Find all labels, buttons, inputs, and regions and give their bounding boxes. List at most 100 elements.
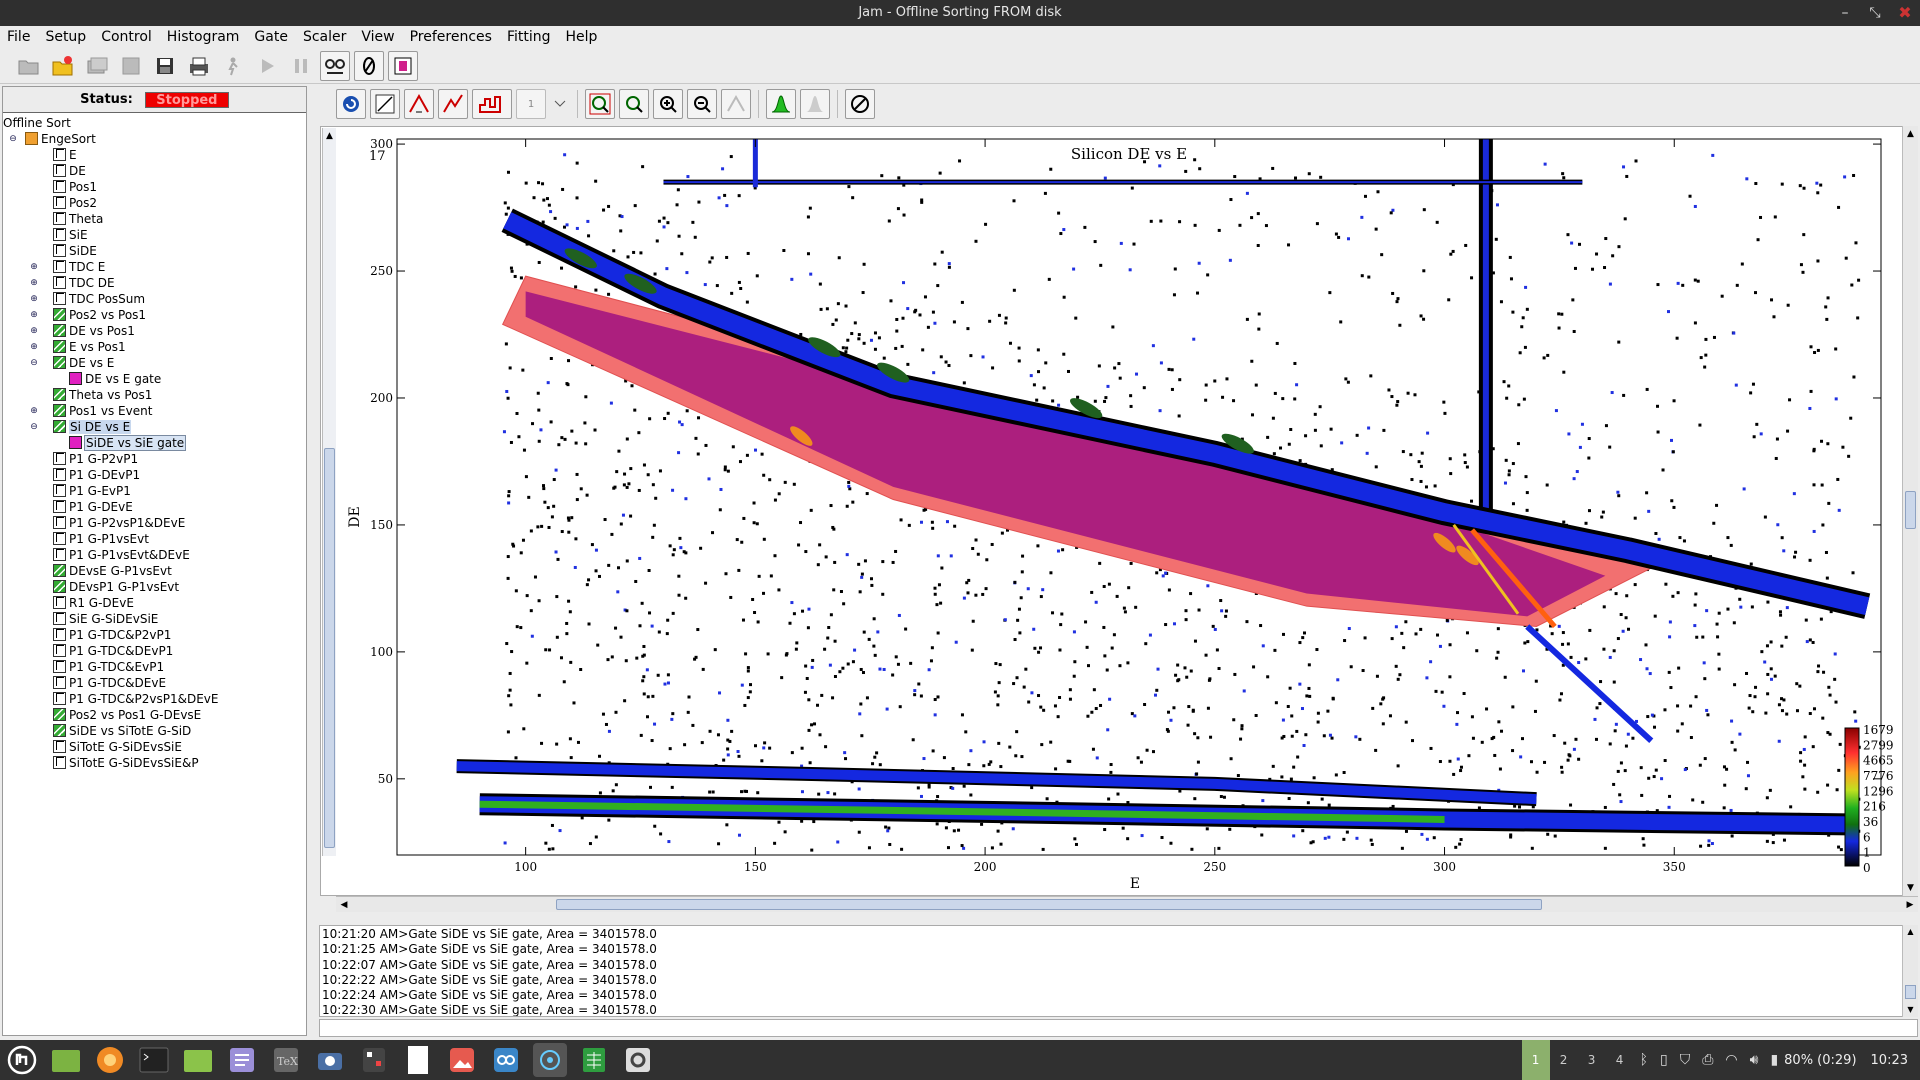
document-icon[interactable] <box>401 1043 435 1077</box>
tree-histogram-item[interactable]: P1 G-P1vsEvt <box>3 531 306 547</box>
tree-gate-item[interactable]: DE vs E gate <box>3 371 306 387</box>
tree-group[interactable]: ⊖ EngeSort <box>3 131 306 147</box>
menu-histogram[interactable]: Histogram <box>166 29 240 45</box>
scroll-right-icon[interactable]: ▶ <box>1906 900 1914 910</box>
tree-histogram-item[interactable]: DEvsP1 G-P1vsEvt <box>3 579 306 595</box>
printer-icon[interactable]: ⎙ <box>1702 1052 1714 1068</box>
heatmap-plot[interactable]: 100 150 200 250 300 3505010015020025030016792… <box>321 127 1905 895</box>
tree-histogram-item[interactable]: ⊕ Pos1 vs Event <box>3 403 306 419</box>
tree-histogram-item[interactable]: P1 G-TDC&EvP1 <box>3 659 306 675</box>
tree-histogram-item[interactable]: SiTotE G-SiDEvsSiE <box>3 739 306 755</box>
console-log[interactable]: 10:21:20 AM>Gate SiDE vs SiE gate, Area … <box>319 925 1906 1017</box>
scroll-up-icon[interactable]: ▲ <box>326 131 333 141</box>
scroll-down-icon[interactable]: ▼ <box>1907 1005 1914 1014</box>
folder-icon[interactable] <box>181 1043 215 1077</box>
workspace-1[interactable]: 1 <box>1521 1040 1550 1080</box>
scroll-up-icon[interactable]: ▲ <box>1907 927 1914 936</box>
tree-histogram-item[interactable]: P1 G-P2vP1 <box>3 451 306 467</box>
tree-histogram-item[interactable]: Theta vs Pos1 <box>3 387 306 403</box>
zero-icon[interactable] <box>354 50 384 81</box>
menu-control[interactable]: Control <box>101 29 152 45</box>
clipboard-icon[interactable]: ▯ <box>1659 1052 1668 1068</box>
overlay-icon[interactable] <box>472 89 512 119</box>
tree-histogram-item[interactable]: P1 G-TDC&DEvP1 <box>3 643 306 659</box>
tree-histogram-item[interactable]: R1 G-DEvE <box>3 595 306 611</box>
chevron-down-icon[interactable] <box>550 89 570 119</box>
menu-help[interactable]: Help <box>565 29 598 45</box>
tree-histogram-item[interactable]: ⊕ TDC E <box>3 259 306 275</box>
tree-histogram-item[interactable]: SiTotE G-SiDEvsSiE&P <box>3 755 306 771</box>
scroll-left-icon[interactable]: ◀ <box>340 900 348 910</box>
tree-histogram-item[interactable]: ⊕ TDC PosSum <box>3 291 306 307</box>
menu-fitting[interactable]: Fitting <box>506 29 551 45</box>
settings-icon[interactable] <box>621 1043 655 1077</box>
tree-histogram-item[interactable]: P1 G-TDC&DEvE <box>3 675 306 691</box>
tree-histogram-item[interactable]: Pos2 <box>3 195 306 211</box>
tree-histogram-item[interactable]: DEvsE G-P1vsEvt <box>3 563 306 579</box>
zoom-region-icon[interactable] <box>619 89 649 119</box>
expand-icon[interactable]: ⊕ <box>30 310 38 320</box>
fit-disabled-icon[interactable] <box>800 89 830 119</box>
linear-scale-icon[interactable] <box>370 89 400 119</box>
spreadsheet-icon[interactable] <box>577 1043 611 1077</box>
scaler-icon[interactable] <box>320 50 350 81</box>
text-editor-icon[interactable] <box>225 1043 259 1077</box>
open-folder-icon[interactable] <box>14 51 44 81</box>
scroll-thumb[interactable] <box>1905 985 1916 999</box>
save-icon[interactable] <box>150 51 180 81</box>
tree-histogram-item[interactable]: ⊕ E vs Pos1 <box>3 339 306 355</box>
scroll-thumb[interactable] <box>324 448 335 848</box>
expand-icon[interactable]: ⊕ <box>30 278 38 288</box>
save-disabled-icon[interactable] <box>116 51 146 81</box>
open-file-icon[interactable] <box>48 51 78 81</box>
command-input[interactable] <box>319 1019 1918 1037</box>
zoom-in-icon[interactable] <box>653 89 683 119</box>
expand-icon[interactable]: ⊕ <box>30 262 38 272</box>
expand-icon[interactable]: ⊕ <box>30 326 38 336</box>
tree-gate-item[interactable]: SiDE vs SiE gate <box>3 435 306 451</box>
plot-left-scrollbar[interactable]: ▲ <box>322 128 336 856</box>
tree-histogram-item[interactable]: SiE G-SiDEvSiE <box>3 611 306 627</box>
print-icon[interactable] <box>184 51 214 81</box>
tree-histogram-item[interactable]: ⊕ TDC DE <box>3 275 306 291</box>
menu-setup[interactable]: Setup <box>45 29 87 45</box>
scroll-thumb[interactable] <box>1905 491 1916 529</box>
tree-histogram-item[interactable]: P1 G-DEvP1 <box>3 467 306 483</box>
tree-histogram-item[interactable]: P1 G-EvP1 <box>3 483 306 499</box>
workspace-3[interactable]: 3 <box>1587 1053 1596 1067</box>
files-icon[interactable] <box>49 1043 83 1077</box>
cancel-icon[interactable] <box>845 89 875 119</box>
tree-histogram-item[interactable]: ⊖ DE vs E <box>3 355 306 371</box>
play-icon[interactable] <box>252 51 282 81</box>
pause-icon[interactable] <box>286 51 316 81</box>
tree-histogram-item[interactable]: SiDE <box>3 243 306 259</box>
jam-app-icon[interactable] <box>533 1043 567 1077</box>
camera-icon[interactable] <box>313 1043 347 1077</box>
image-viewer-icon[interactable] <box>445 1043 479 1077</box>
overlay-counter[interactable]: 1 <box>516 89 546 119</box>
workspace-4[interactable]: 4 <box>1615 1053 1624 1067</box>
parameters-icon[interactable] <box>388 50 418 81</box>
calculator-icon[interactable] <box>357 1043 391 1077</box>
menu-scaler[interactable]: Scaler <box>302 29 347 45</box>
collapse-icon[interactable]: ⊖ <box>30 422 38 432</box>
plot-horizontal-scrollbar[interactable]: ◀ ▶ <box>336 896 1918 912</box>
plot-panel[interactable]: 100 150 200 250 300 350 50 100 150 200 250 300 1679 2… <box>320 126 1906 896</box>
menu-view[interactable]: View <box>361 29 395 45</box>
tree-histogram-item[interactable]: P1 G-DEvE <box>3 499 306 515</box>
tree-histogram-item[interactable]: E <box>3 147 306 163</box>
autoscale-disabled-icon[interactable] <box>721 89 751 119</box>
close-icon[interactable]: ✖ <box>1898 3 1912 22</box>
tree-histogram-item[interactable]: P1 G-TDC&P2vP1 <box>3 627 306 643</box>
tree-histogram-item[interactable]: SiE <box>3 227 306 243</box>
minimize-icon[interactable]: – <box>1841 5 1849 21</box>
calibrate-icon[interactable] <box>438 89 468 119</box>
tree-histogram-item[interactable]: Pos2 vs Pos1 G-DEvsE <box>3 707 306 723</box>
tree-histogram-item[interactable]: SiDE vs SiTotE G-SiD <box>3 723 306 739</box>
battery-icon[interactable]: ▮ <box>1770 1052 1779 1068</box>
refresh-icon[interactable] <box>336 89 366 119</box>
zoom-out-icon[interactable] <box>687 89 717 119</box>
tree-histogram-item[interactable]: P1 G-P1vsEvt&DEvE <box>3 547 306 563</box>
tree-histogram-item[interactable]: P1 G-P2vsP1&DEvE <box>3 515 306 531</box>
plot-vertical-scrollbar[interactable]: ▲ ▼ <box>1902 126 1918 896</box>
